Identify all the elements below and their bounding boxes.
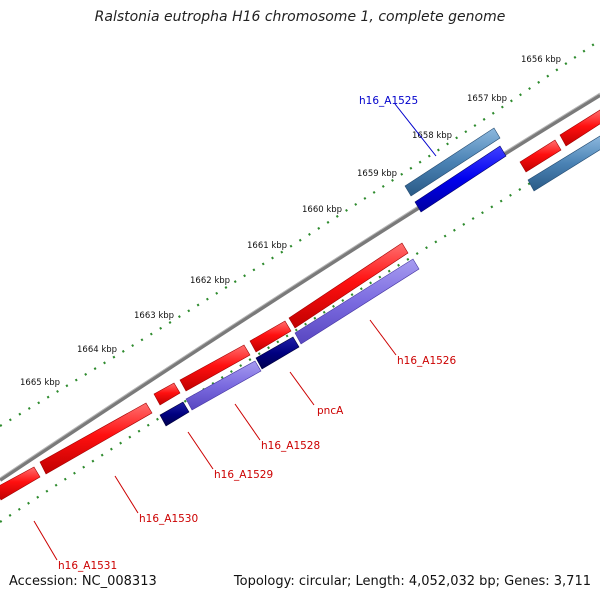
reverse-features-upper — [404, 127, 507, 213]
feature-h16-A1528-cds[interactable] — [185, 360, 262, 411]
reverse-features-lower — [159, 135, 600, 427]
accession-text: Accession: NC_008313 — [9, 574, 157, 589]
gene-labels: h16_A1525 h16_A1526 pncA h16_A1528 h16_A… — [58, 95, 456, 572]
feature-steel-right[interactable] — [527, 135, 600, 192]
gene-label-pncA[interactable]: pncA — [317, 405, 344, 417]
feature-h16-A1531[interactable] — [0, 466, 41, 501]
gene-label-h16-A1525[interactable]: h16_A1525 — [359, 95, 418, 107]
map-title: Ralstonia eutropha H16 chromosome 1, com… — [94, 9, 506, 25]
callout-line-h16-A1529 — [187, 431, 214, 470]
scale-ring-inner — [0, 139, 600, 523]
scale-label: 1661 kbp — [247, 241, 287, 251]
feature-pncA-cds[interactable] — [255, 336, 300, 370]
callout-line-h16-A1531 — [33, 520, 58, 561]
feature-h16-A1526-cds[interactable] — [294, 258, 420, 345]
genome-summary-text: Topology: circular; Length: 4,052,032 bp… — [233, 574, 591, 589]
callout-line-h16-A1528 — [234, 403, 261, 441]
feature-h16-A1529[interactable] — [153, 382, 181, 406]
gene-label-h16-A1531[interactable]: h16_A1531 — [58, 560, 117, 572]
scale-label: 1656 kbp — [521, 55, 561, 65]
feature-pncA[interactable] — [249, 320, 292, 353]
gene-label-h16-A1526[interactable]: h16_A1526 — [397, 355, 456, 367]
scale-label: 1665 kbp — [20, 378, 60, 388]
scale-label: 1663 kbp — [134, 311, 174, 321]
callout-line-h16-A1525 — [394, 103, 437, 157]
feature-h16-A1526[interactable] — [288, 242, 409, 329]
feature-red-right-1[interactable] — [519, 139, 562, 173]
feature-red-right-2[interactable] — [559, 109, 600, 147]
gene-label-h16-A1528[interactable]: h16_A1528 — [261, 440, 320, 452]
callout-line-h16-A1530 — [114, 475, 139, 514]
callout-line-h16-A1526 — [369, 319, 397, 356]
feature-h16-A1525-gene[interactable] — [404, 127, 501, 197]
feature-h16-A1530[interactable] — [39, 402, 153, 475]
scale-label: 1658 kbp — [412, 131, 452, 141]
gene-label-h16-A1530[interactable]: h16_A1530 — [139, 513, 198, 525]
scale-label: 1657 kbp — [467, 94, 507, 104]
scale-label: 1664 kbp — [77, 345, 117, 355]
scale-label: 1660 kbp — [302, 205, 342, 215]
chromosome-backbone — [0, 93, 600, 482]
scale-labels: 1656 kbp 1657 kbp 1658 kbp 1659 kbp 1660… — [20, 55, 561, 388]
forward-features — [0, 109, 600, 501]
feature-h16-A1529-cds[interactable] — [159, 401, 190, 427]
feature-h16-A1525-cds[interactable] — [414, 145, 507, 213]
callout-lines — [33, 103, 437, 561]
feature-h16-A1528[interactable] — [179, 344, 251, 392]
scale-ring-outer — [0, 39, 600, 427]
gene-label-h16-A1529[interactable]: h16_A1529 — [214, 469, 273, 481]
scale-label: 1659 kbp — [357, 169, 397, 179]
callout-line-pncA — [289, 371, 315, 406]
scale-label: 1662 kbp — [190, 276, 230, 286]
